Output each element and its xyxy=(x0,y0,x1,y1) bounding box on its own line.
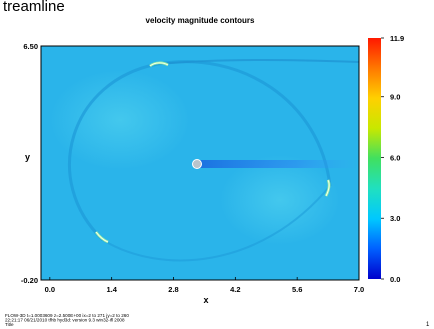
x-tick-label: 7.0 xyxy=(354,285,364,294)
plot-area xyxy=(40,45,360,281)
y-tick-label: -0.20 xyxy=(21,276,38,285)
x-tick-label: 4.2 xyxy=(230,285,240,294)
x-tick-label: 1.4 xyxy=(106,285,117,294)
colorbar-tick-label: 0.0 xyxy=(390,275,400,284)
footer-line-2: 22:21:17 06/21/2010 tfhb hyd3d: version … xyxy=(5,318,125,323)
colorbar-tick-label: 11.9 xyxy=(390,34,404,43)
header-fragment: treamline xyxy=(3,0,65,15)
vortex-arc-top-core xyxy=(149,62,169,67)
wake xyxy=(200,160,359,168)
x-axis-label: x xyxy=(203,295,208,305)
vortex-ring-lower xyxy=(102,185,331,262)
chart-title: velocity magnitude contours xyxy=(146,16,255,25)
plot-frame xyxy=(40,45,360,281)
footer-line-3: Title xyxy=(5,322,14,327)
vortex-arc-right-core xyxy=(325,179,330,197)
field-patch xyxy=(50,70,190,170)
footer: FLOW-3D t=1.0003609 z=2.500E+00 ix=2 to … xyxy=(5,313,430,328)
y-tick-label: 6.50 xyxy=(23,42,38,51)
x-axis-ticks: 0.0 1.4 2.8 4.2 5.6 7.0 xyxy=(45,277,364,294)
colorbar-tick-label: 3.0 xyxy=(390,214,400,223)
colorbar-tick-label: 6.0 xyxy=(390,153,400,162)
colorbar-tick-label: 9.0 xyxy=(390,93,400,102)
field-features xyxy=(50,59,359,262)
y-axis-label: y xyxy=(25,152,30,162)
top-shear-band xyxy=(157,59,359,65)
x-tick-label: 0.0 xyxy=(45,285,55,294)
y-axis-ticks: 6.50 -0.20 xyxy=(21,42,38,285)
colorbar-strip xyxy=(368,38,381,279)
vortex-arc-left-core xyxy=(95,231,109,243)
colorbar-ticks: 11.9 9.0 6.0 3.0 0.0 xyxy=(381,34,404,284)
x-tick-label: 5.6 xyxy=(292,285,302,294)
x-tick-label: 2.8 xyxy=(168,285,178,294)
field-patch xyxy=(220,155,340,245)
page-number: 1 xyxy=(426,322,430,328)
footer-line-1: FLOW-3D t=1.0003609 z=2.500E+00 ix=2 to … xyxy=(5,313,129,318)
obstacle-body xyxy=(192,159,202,169)
colorbar: 11.9 9.0 6.0 3.0 0.0 xyxy=(368,34,404,284)
